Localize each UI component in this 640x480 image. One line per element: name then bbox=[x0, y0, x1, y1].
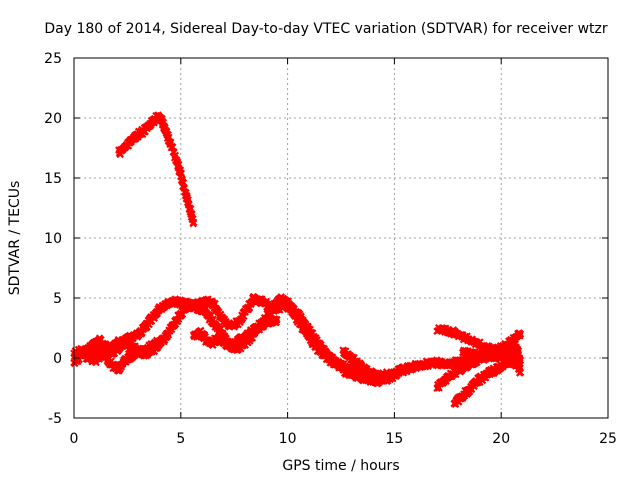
series-arc-high bbox=[115, 111, 198, 228]
data-point bbox=[273, 315, 281, 324]
data-point bbox=[174, 160, 183, 169]
data-point bbox=[177, 169, 186, 178]
series-arc-6 bbox=[397, 346, 523, 377]
x-tick-label: 0 bbox=[70, 431, 79, 447]
data-point bbox=[516, 368, 525, 377]
data-point bbox=[384, 369, 392, 378]
x-tick-label: 5 bbox=[176, 431, 185, 447]
y-tick-label: 0 bbox=[53, 351, 62, 367]
y-tick-label: 20 bbox=[44, 111, 62, 127]
x-axis-label: GPS time / hours bbox=[282, 458, 399, 474]
y-axis-label: SDTVAR / TECUs bbox=[7, 181, 23, 296]
series-arc-9 bbox=[450, 355, 525, 409]
data-point bbox=[514, 347, 523, 355]
x-tick-label: 20 bbox=[492, 431, 510, 447]
series-arc-10 bbox=[458, 342, 523, 362]
x-tick-label: 25 bbox=[599, 431, 617, 447]
y-tick-label: 25 bbox=[44, 51, 62, 67]
x-tick-label: 15 bbox=[385, 431, 403, 447]
y-tick-label: 10 bbox=[44, 231, 62, 247]
data-point bbox=[153, 338, 162, 347]
y-tick-label: 15 bbox=[44, 171, 62, 187]
y-tick-label: 5 bbox=[53, 291, 62, 307]
x-tick-label: 10 bbox=[279, 431, 297, 447]
series-arc-5 bbox=[339, 346, 392, 382]
data-point bbox=[516, 330, 525, 338]
data-points bbox=[70, 111, 525, 409]
data-point bbox=[211, 299, 219, 308]
chart-title: Day 180 of 2014, Sidereal Day-to-day VTE… bbox=[44, 21, 608, 37]
y-tick-label: -5 bbox=[48, 411, 62, 427]
data-point bbox=[189, 218, 198, 227]
axis-ticks: 0 5 10 15 20 25 -5 0 5 10 15 20 25 bbox=[44, 51, 617, 447]
series-arc-3 bbox=[70, 336, 162, 375]
series-arc-4 bbox=[189, 314, 281, 353]
